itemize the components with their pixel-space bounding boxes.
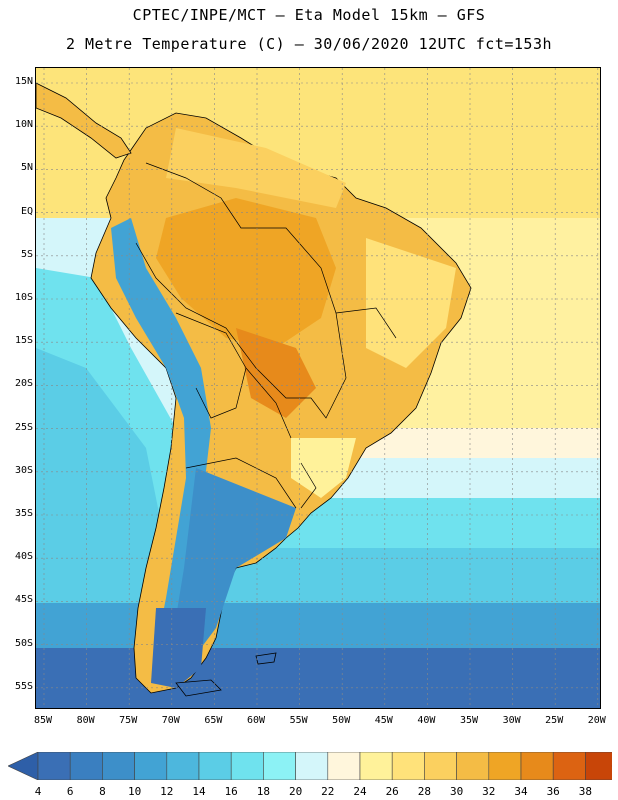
central-hot-area bbox=[236, 328, 316, 418]
colorbar-label: 28 bbox=[417, 785, 432, 798]
colorbar-cell bbox=[424, 752, 457, 780]
colorbar bbox=[8, 752, 612, 780]
colorbar-cell bbox=[585, 752, 612, 780]
lat-label: 40S bbox=[14, 551, 33, 563]
lat-label: 10S bbox=[14, 292, 33, 303]
lat-label: 55S bbox=[14, 680, 33, 692]
lon-label: 40W bbox=[417, 715, 436, 726]
lat-label: 5S bbox=[20, 248, 33, 260]
country-borders bbox=[135, 162, 397, 509]
colorbar-label: 36 bbox=[546, 785, 560, 798]
colorbar-label: 38 bbox=[578, 785, 593, 798]
colorbar-label: 8 bbox=[99, 785, 106, 798]
lat-label: 5N bbox=[20, 162, 33, 174]
lat-label: 25S bbox=[14, 421, 33, 433]
lat-label: 30S bbox=[14, 464, 33, 476]
colorbar-cell bbox=[198, 752, 232, 780]
lon-label: 35W bbox=[459, 715, 479, 726]
lon-label: 70W bbox=[161, 715, 180, 726]
northeast-warm-area bbox=[366, 238, 456, 368]
colorbar-label: 32 bbox=[482, 785, 496, 798]
colorbar-cell bbox=[295, 752, 329, 780]
lat-label: EQ bbox=[20, 205, 33, 217]
colorbar-cell bbox=[391, 752, 425, 780]
lat-label: 50S bbox=[14, 637, 33, 649]
colorbar-label: 20 bbox=[288, 785, 303, 798]
lon-label: 65W bbox=[204, 715, 223, 726]
lat-label: 45S bbox=[14, 594, 33, 606]
falkland-islands bbox=[255, 652, 277, 665]
band-blue bbox=[36, 648, 600, 708]
colorbar-label: 24 bbox=[353, 785, 367, 798]
patagonia-cold bbox=[151, 608, 206, 688]
title-line-2: 2 Metre Temperature (C) – 30/06/2020 12U… bbox=[65, 35, 553, 53]
colorbar-label: 34 bbox=[514, 785, 528, 798]
map-panel[interactable] bbox=[35, 67, 601, 709]
colorbar-label: 4 bbox=[34, 785, 42, 798]
central-america-land bbox=[36, 82, 132, 159]
pacific-mid-area bbox=[36, 348, 166, 548]
colorbar-cell bbox=[552, 752, 586, 780]
amazon-hot-area bbox=[156, 198, 336, 348]
colorbar-cell bbox=[37, 752, 71, 780]
colorbar-label: 30 bbox=[449, 785, 464, 798]
colorbar-label: 26 bbox=[385, 785, 399, 798]
colorbar-label: 6 bbox=[66, 785, 74, 798]
lat-label: 20S bbox=[14, 378, 33, 390]
colorbar-left-arrow bbox=[8, 752, 39, 780]
southeast-brazil-area bbox=[291, 438, 356, 498]
colorbar-cell bbox=[166, 752, 200, 780]
tierra-del-fuego bbox=[175, 679, 222, 697]
colorbar-cell bbox=[230, 752, 264, 780]
colorbar-cell bbox=[102, 752, 135, 780]
colorbar-cell bbox=[456, 752, 490, 780]
lon-label: 60W bbox=[246, 715, 266, 726]
colorbar-cell bbox=[359, 752, 393, 780]
band-light-blue bbox=[36, 603, 600, 653]
colorbar-label: 18 bbox=[256, 785, 271, 798]
lat-label: 35S bbox=[14, 508, 33, 519]
lon-label: 80W bbox=[76, 715, 95, 726]
colorbar-cell bbox=[327, 752, 361, 780]
lon-label: 75W bbox=[119, 715, 138, 726]
lon-label: 55W bbox=[289, 715, 308, 726]
title-line-1: CPTEC/INPE/MCT – Eta Model 15km – GFS bbox=[132, 6, 486, 24]
graticule bbox=[36, 68, 600, 708]
lon-label: 85W bbox=[33, 715, 53, 726]
lat-label: 10N bbox=[14, 119, 33, 131]
lon-label: 20W bbox=[587, 715, 606, 726]
lon-label: 25W bbox=[545, 715, 564, 726]
lat-label: 15N bbox=[14, 76, 33, 87]
north-coast-area bbox=[166, 128, 346, 208]
colorbar-cell bbox=[520, 752, 554, 780]
band-mid-cyan bbox=[36, 548, 600, 608]
lat-label: 15S bbox=[14, 335, 33, 347]
colorbar-label: 14 bbox=[192, 785, 206, 798]
lon-label: 45W bbox=[374, 715, 393, 726]
colorbar-label: 12 bbox=[160, 785, 174, 798]
colorbar-cell bbox=[488, 752, 522, 780]
colorbar-label: 16 bbox=[224, 785, 238, 798]
colorbar-cell bbox=[263, 752, 296, 780]
colorbar-cell bbox=[134, 752, 168, 780]
colorbar-cell bbox=[69, 752, 103, 780]
lon-label: 30W bbox=[502, 715, 521, 726]
lon-label: 50W bbox=[332, 715, 351, 726]
colorbar-label: 22 bbox=[321, 785, 335, 798]
colorbar-label: 10 bbox=[127, 785, 142, 798]
temperature-map bbox=[36, 68, 600, 708]
